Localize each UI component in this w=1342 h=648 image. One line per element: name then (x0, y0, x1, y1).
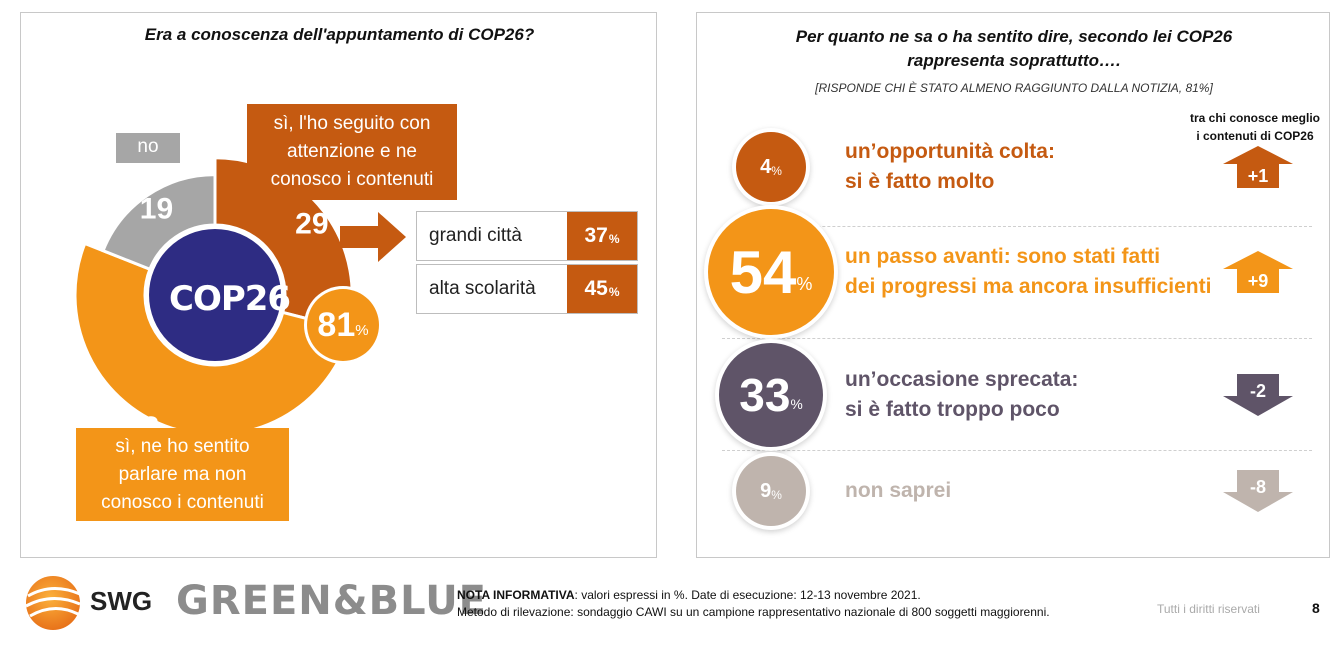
swg-logo-icon (25, 576, 81, 630)
arrow-up-icon: +1 (1223, 146, 1293, 188)
answer-value: 54 (729, 238, 797, 306)
answer-bubble: 4% (736, 132, 806, 202)
right-title-line1: Per quanto ne sa o ha sentito dire, seco… (795, 27, 1233, 46)
delta-label: -2 (1250, 381, 1266, 401)
separator (722, 338, 1312, 339)
right-question-title: Per quanto ne sa o ha sentito dire, seco… (697, 25, 1331, 73)
delta-label: -8 (1250, 477, 1266, 497)
sentito-label: sì, ne ho sentito parlare ma non conosco… (76, 428, 289, 521)
separator (722, 226, 1312, 227)
subgroup-value: 37% (567, 212, 637, 260)
total-yes-circle: 81% (307, 289, 379, 361)
seguito-label: sì, l'ho seguito con attenzione e ne con… (247, 104, 457, 200)
donut-value-label: 19 (140, 192, 173, 225)
donut-slice (73, 241, 353, 437)
left-question-title: Era a conoscenza dell'appuntamento di CO… (144, 25, 535, 44)
page-number: 8 (1312, 600, 1320, 616)
answer-text: un’occasione sprecata: si è fatto troppo … (845, 368, 1079, 421)
metodo-rilevazione: Metodo di rilevazione: sondaggio CAWI su… (457, 605, 1050, 619)
cop26-logo-icon (149, 229, 281, 361)
answer-value: 9 (760, 479, 772, 502)
arrow-down-icon: -2 (1223, 374, 1293, 416)
subgroup-value: 45% (567, 265, 637, 313)
nota-informativa: NOTA INFORMATIVA: valori espressi in %. … (457, 588, 921, 602)
total-yes-value: 81 (317, 305, 356, 344)
right-arrow-icon (340, 212, 406, 262)
answer-text: non saprei (845, 479, 952, 502)
answer-text: un’opportunità colta: si è fatto molto (845, 140, 1055, 193)
subgroup-label: grandi città (429, 225, 522, 246)
right-subtitle: [RISPONDE CHI È STATO ALMENO RAGGIUNTO D… (815, 81, 1213, 95)
arrow-up-icon: +9 (1223, 251, 1293, 293)
separator (722, 450, 1312, 451)
delta-label: +1 (1248, 166, 1269, 186)
answer-value: 4 (760, 155, 772, 178)
green-blue-brand: GREEN&BLUE (176, 578, 487, 624)
answer-bubble: 33% (719, 343, 823, 447)
answer-bubble: 9% (736, 456, 806, 526)
subgroup-row: alta scolarità 45% (416, 264, 638, 314)
answer-bubble: 54% (708, 209, 834, 335)
delta-label: +9 (1248, 271, 1269, 291)
subgroup-label: alta scolarità (429, 278, 536, 299)
donut-slice (101, 173, 217, 272)
rights-text: Tutti i diritti riservati (1157, 602, 1260, 616)
column-header: tra chi conosce meglio i contenuti di CO… (1189, 111, 1321, 143)
percent-sign: % (355, 321, 369, 339)
swg-brand: SWG (90, 586, 153, 616)
donut-value-label: 29 (295, 208, 328, 241)
answer-value: 33 (739, 369, 791, 421)
arrow-down-icon: -8 (1223, 470, 1293, 512)
cop26-logo-text: COP26 (169, 279, 291, 319)
no-label: no (116, 133, 180, 163)
subgroup-row: grandi città 37% (416, 211, 638, 261)
right-title-line2: rappresenta soprattutto…. (907, 51, 1121, 70)
answer-text: un passo avanti: sono stati fatti dei pro… (845, 245, 1212, 298)
